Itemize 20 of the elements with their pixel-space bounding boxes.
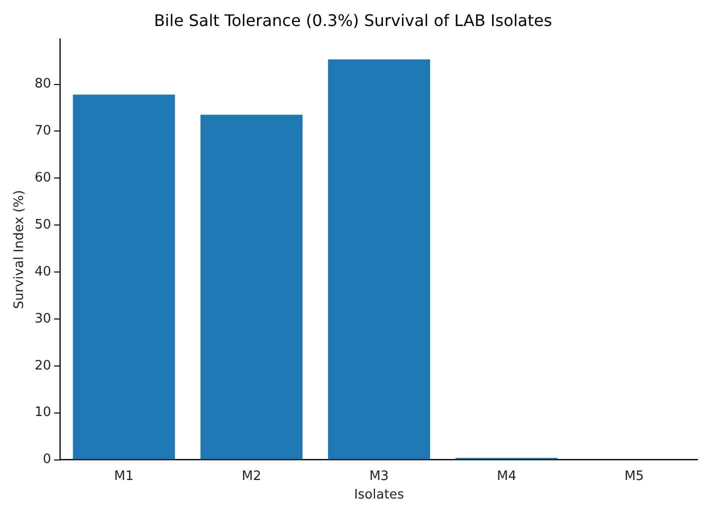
bar <box>72 94 175 460</box>
y-tick-label: 40 <box>34 264 52 280</box>
bar <box>200 114 303 460</box>
y-tick-label: 70 <box>34 124 52 139</box>
x-tick-label: M2 <box>242 468 262 484</box>
y-tick-label: 50 <box>34 217 52 232</box>
chart-title: Bile Salt Tolerance (0.3%) Survival of LAB Isolates <box>154 10 552 30</box>
x-tick-label: M5 <box>624 468 644 484</box>
y-axis-title: Survival Index (%) <box>12 190 28 309</box>
y-tick-label: 80 <box>34 76 52 92</box>
y-tick-label: 20 <box>34 358 52 374</box>
x-tick-label: M4 <box>496 468 516 484</box>
x-tick-label: M1 <box>114 468 134 484</box>
bar <box>328 59 430 460</box>
x-axis-title: Isolates <box>354 488 404 503</box>
y-tick-label: 60 <box>34 170 52 186</box>
y-tick-label: 0 <box>42 452 52 468</box>
y-tick-label: 10 <box>34 405 52 420</box>
y-tick-label: 30 <box>34 311 52 326</box>
x-tick-label: M3 <box>369 468 389 484</box>
